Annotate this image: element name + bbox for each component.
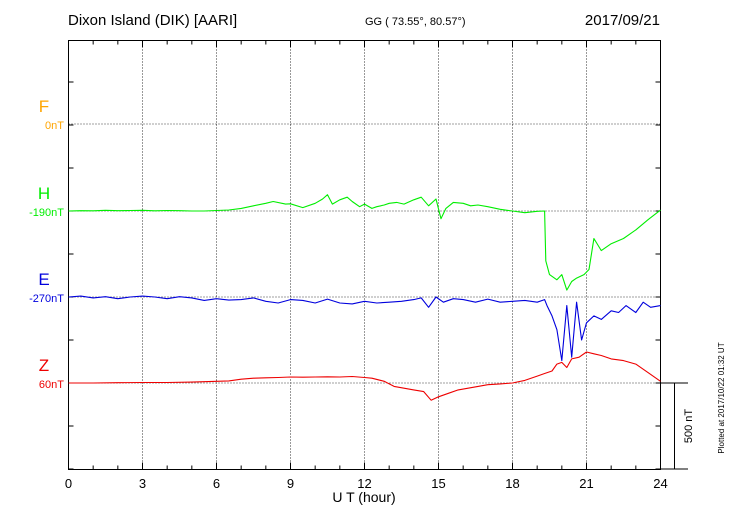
series-line-Z — [68, 351, 661, 401]
channel-name-Z: Z — [39, 356, 49, 375]
x-axis-label: U T (hour) — [332, 489, 395, 505]
scale-bar-label: 500 nT — [683, 409, 695, 444]
observation-date: 2017/09/21 — [585, 12, 660, 29]
x-tick-label: 6 — [213, 476, 220, 491]
plotted-timestamp: Plotted at 2017/10/22 01:32 UT — [717, 342, 726, 453]
x-tick-label: 9 — [287, 476, 294, 491]
grid — [68, 40, 661, 470]
channel-baseline-Z: 60nT — [39, 379, 64, 391]
x-tick-label: 15 — [431, 476, 445, 491]
x-tick-label: 0 — [65, 476, 72, 491]
x-tick-label: 21 — [579, 476, 593, 491]
channel-baseline-H: -190nT — [29, 207, 64, 219]
channel-baseline-E: -270nT — [29, 293, 64, 305]
x-tick-labels: 0 3 6 9 12 15 18 21 24 — [65, 476, 668, 491]
series-line-H — [68, 194, 661, 291]
channel-name-E: E — [38, 270, 49, 289]
channel-labels: F 0nT H -190nT E -270nT Z 60nT — [29, 97, 64, 391]
channel-name-F: F — [39, 97, 49, 116]
x-tick-label: 18 — [505, 476, 519, 491]
scale-bar: 500 nT — [660, 382, 695, 470]
channel-name-H: H — [38, 184, 50, 203]
x-tick-label: 24 — [653, 476, 667, 491]
x-tick-label: 12 — [357, 476, 371, 491]
x-tick-label: 3 — [139, 476, 146, 491]
station-title: Dixon Island (DIK) [AARI] — [68, 12, 237, 29]
x-ticks — [68, 40, 661, 470]
series-lines — [68, 194, 661, 401]
series-line-E — [68, 295, 661, 362]
geographic-coordinates: GG ( 73.55°, 80.57°) — [365, 16, 466, 28]
plot-frame — [68, 40, 661, 470]
channel-baseline-F: 0nT — [45, 120, 64, 132]
